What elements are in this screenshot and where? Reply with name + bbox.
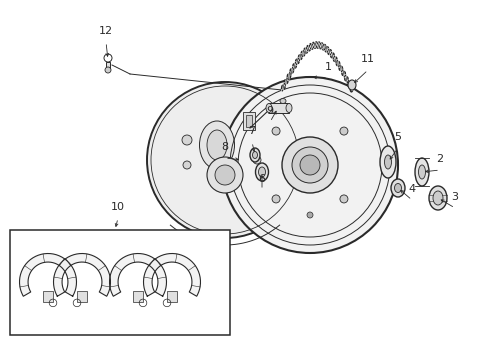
Circle shape [299, 155, 319, 175]
Circle shape [222, 77, 397, 253]
Circle shape [182, 135, 192, 145]
Bar [106, 62, 110, 70]
Circle shape [105, 67, 111, 73]
Circle shape [206, 157, 243, 193]
Circle shape [271, 195, 280, 203]
Bar [77, 291, 86, 302]
Text: 8: 8 [221, 142, 228, 152]
Text: 2: 2 [436, 154, 443, 164]
Ellipse shape [265, 104, 271, 112]
PathPatch shape [20, 253, 76, 296]
Circle shape [252, 156, 261, 164]
Ellipse shape [432, 191, 442, 205]
Circle shape [215, 165, 235, 185]
Text: 11: 11 [360, 54, 374, 64]
Text: 6: 6 [258, 174, 265, 184]
Text: 1: 1 [324, 62, 331, 72]
Ellipse shape [199, 121, 234, 169]
Circle shape [271, 127, 280, 135]
Ellipse shape [249, 148, 260, 162]
Ellipse shape [379, 146, 395, 178]
Circle shape [147, 82, 303, 238]
Text: 3: 3 [450, 192, 458, 202]
Ellipse shape [285, 104, 291, 112]
Ellipse shape [394, 184, 401, 193]
Text: 5: 5 [394, 132, 401, 142]
Text: 9: 9 [266, 106, 273, 116]
Bar [268, 103, 288, 113]
Ellipse shape [384, 155, 391, 169]
Bar [10, 230, 229, 335]
Ellipse shape [347, 80, 355, 90]
Text: 12: 12 [99, 26, 113, 36]
Ellipse shape [428, 186, 446, 210]
Ellipse shape [418, 165, 425, 179]
Ellipse shape [252, 152, 257, 158]
Circle shape [339, 127, 347, 135]
Ellipse shape [280, 99, 285, 104]
Ellipse shape [255, 163, 268, 181]
PathPatch shape [109, 253, 166, 296]
PathPatch shape [143, 253, 200, 296]
Bar [245, 115, 251, 127]
Circle shape [282, 137, 337, 193]
Bar [43, 291, 53, 302]
Ellipse shape [258, 167, 265, 177]
Circle shape [339, 195, 347, 203]
PathPatch shape [53, 253, 110, 296]
Bar [167, 291, 176, 302]
Ellipse shape [206, 130, 226, 160]
Ellipse shape [414, 158, 428, 186]
Bar [243, 112, 254, 130]
Text: 4: 4 [407, 184, 415, 194]
Text: 10: 10 [111, 202, 125, 212]
Circle shape [183, 161, 191, 169]
Ellipse shape [390, 179, 404, 197]
Circle shape [291, 147, 327, 183]
Text: 7: 7 [248, 126, 255, 136]
Circle shape [306, 212, 312, 218]
Bar [133, 291, 142, 302]
